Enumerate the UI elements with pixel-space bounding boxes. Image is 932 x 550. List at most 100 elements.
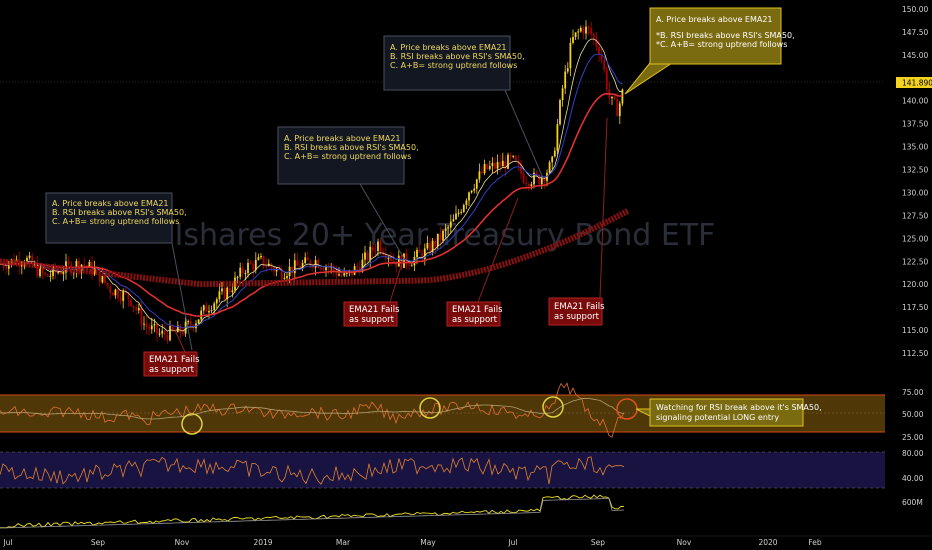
- candle-body: [603, 59, 606, 70]
- candle-body: [296, 260, 299, 266]
- annotation-4[interactable]: A. Price breaks above EMA21 *B. RSI brea…: [649, 7, 795, 65]
- candle-body: [543, 178, 546, 181]
- x-tick-2: Nov: [175, 538, 190, 547]
- sma-long-line: [0, 208, 630, 288]
- candle-body: [481, 171, 483, 174]
- price-tick-0: 150.00: [902, 5, 928, 14]
- candle-body: [322, 268, 325, 271]
- candle-body: [616, 99, 619, 117]
- candle-body: [247, 262, 249, 274]
- candle-body: [527, 184, 530, 187]
- candle-body: [358, 267, 361, 273]
- candle-body: [561, 88, 564, 101]
- candle-body: [135, 307, 138, 311]
- candle-body: [377, 241, 379, 252]
- candle-body: [93, 267, 96, 275]
- candle-body: [551, 156, 554, 163]
- annotation-4-line-3: *B. RSI breaks above RSI's SMA50,: [656, 31, 795, 40]
- annotation-2[interactable]: A. Price breaks above EMA21 B. RSI break…: [277, 126, 419, 185]
- candle-body: [283, 278, 286, 280]
- candle-body: [265, 266, 268, 268]
- fail-label-3-line-1: EMA21 Fails: [452, 305, 503, 315]
- x-tick-7: Sep: [591, 538, 605, 547]
- volume-line: [0, 494, 625, 529]
- candle-body: [7, 263, 10, 269]
- candle-body: [28, 255, 31, 258]
- candle-body: [189, 321, 192, 326]
- candle-body: [197, 319, 200, 324]
- candle-body: [592, 34, 595, 38]
- candle-body: [119, 298, 122, 301]
- x-tick-3: 2019: [253, 538, 272, 547]
- rsi-signal-circle-1: [181, 413, 203, 435]
- fail-1-pointer: [174, 329, 186, 353]
- candle-body: [569, 42, 572, 69]
- candle-body: [429, 243, 431, 253]
- candle-body: [421, 252, 424, 260]
- fail-label-1[interactable]: EMA21 Fails as support: [143, 351, 200, 377]
- candle-body: [611, 96, 613, 99]
- candle-body: [179, 325, 182, 334]
- candle-body: [371, 246, 374, 251]
- candle-body: [176, 325, 179, 333]
- candle-body: [587, 26, 590, 29]
- candle-body: [556, 124, 559, 151]
- candle-body: [598, 46, 600, 55]
- candle-body: [566, 68, 569, 72]
- annotation-2-line-2: B. RSI breaks above RSI's SMA50,: [284, 143, 419, 152]
- candle-body: [226, 287, 229, 300]
- candle-body: [548, 162, 551, 173]
- candle-body: [101, 274, 104, 283]
- oscillator-line: [0, 456, 625, 486]
- candle-body: [496, 161, 499, 169]
- annotation-1[interactable]: A. Price breaks above EMA21 B. RSI break…: [45, 192, 187, 244]
- candle-body: [408, 264, 411, 266]
- annotation-3[interactable]: A. Price breaks above EMA21 B. RSI break…: [383, 35, 525, 91]
- candle-body: [231, 290, 234, 293]
- fail-label-3[interactable]: EMA21 Fails as support: [446, 301, 503, 327]
- rsi-note[interactable]: Watching for RSI break above it's SMA50,…: [635, 398, 822, 427]
- candle-body: [491, 163, 494, 167]
- candle-body: [338, 274, 340, 276]
- candle-body: [46, 274, 49, 277]
- rsi-signal-circle-3: [542, 396, 564, 418]
- candle-body: [600, 54, 603, 60]
- candle-body: [343, 273, 346, 276]
- rsi-sma50-line: [0, 397, 625, 420]
- annotation-2-line-3: C. A+B= strong uptrend follows: [284, 152, 411, 161]
- price-tick-1: 147.50: [902, 28, 928, 37]
- candle-body: [340, 274, 343, 276]
- candle-body: [395, 261, 398, 267]
- candle-body: [512, 155, 515, 157]
- candle-body: [387, 257, 390, 259]
- fail-3-pointer: [477, 197, 519, 303]
- candle-body: [202, 305, 205, 311]
- candle-body: [210, 310, 213, 312]
- fail-label-2[interactable]: EMA21 Fails as support: [343, 301, 400, 327]
- annotation-1-line-1: A. Price breaks above EMA21: [52, 199, 169, 208]
- candle-body: [208, 310, 210, 313]
- fail-label-4[interactable]: EMA21 Fails as support: [548, 297, 605, 326]
- candle-body: [26, 257, 28, 264]
- candle-body: [369, 246, 372, 261]
- candle-body: [416, 249, 418, 257]
- candle-body: [41, 266, 44, 274]
- candle-body: [431, 240, 434, 253]
- candle-body: [171, 326, 174, 331]
- candle-body: [205, 305, 208, 313]
- candle-body: [83, 264, 86, 266]
- candle-body: [356, 266, 359, 268]
- candle-body: [517, 161, 520, 165]
- candle-body: [169, 326, 171, 341]
- candle-body: [262, 255, 265, 267]
- annotation-2-line-1: A. Price breaks above EMA21: [284, 134, 401, 143]
- x-tick-5: May: [420, 538, 436, 547]
- annotation-1-line-2: B. RSI breaks above RSI's SMA50,: [52, 208, 187, 217]
- candle-body: [309, 260, 312, 266]
- candle-body: [577, 31, 580, 33]
- candle-body: [109, 286, 112, 293]
- candle-body: [379, 241, 382, 252]
- price-tick-12: 120.00: [902, 280, 928, 289]
- candle-body: [525, 182, 528, 185]
